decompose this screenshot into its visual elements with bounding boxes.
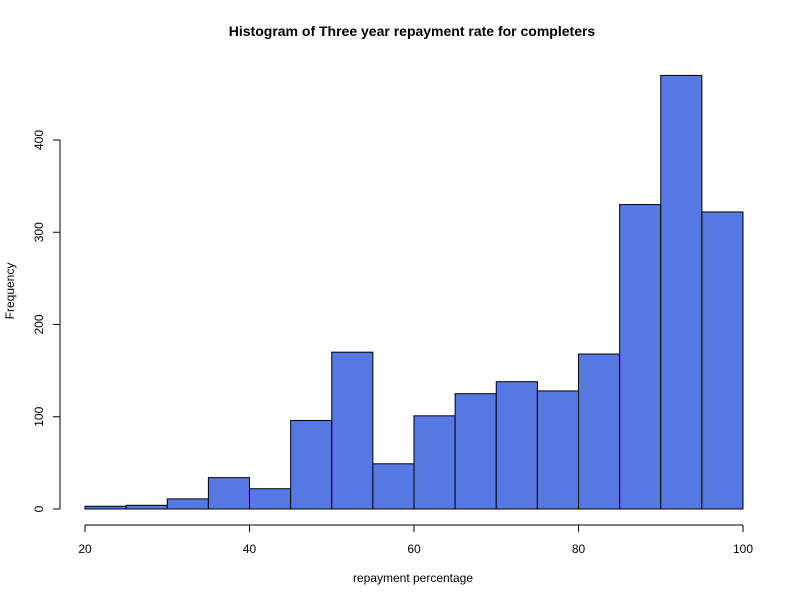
histogram-bar xyxy=(413,415,456,510)
x-tick-label: 100 xyxy=(733,542,753,556)
histogram-bar xyxy=(454,393,497,510)
histogram-bar xyxy=(125,504,168,510)
histogram-bar xyxy=(84,505,127,510)
histogram-bar xyxy=(372,463,415,510)
y-tick-label: 100 xyxy=(32,406,46,426)
histogram-bar xyxy=(536,390,579,510)
histogram-bar xyxy=(290,419,333,510)
x-axis-label: repayment percentage xyxy=(353,571,473,585)
y-tick-label: 200 xyxy=(32,314,46,334)
chart-title: Histogram of Three year repayment rate f… xyxy=(229,23,596,39)
histogram-bar xyxy=(249,488,292,510)
histogram-bar xyxy=(495,381,538,510)
y-axis-label: Frequency xyxy=(3,263,17,320)
x-tick-label: 20 xyxy=(78,542,92,556)
y-tick-label: 400 xyxy=(32,130,46,150)
histogram-bar xyxy=(619,204,662,510)
x-tick-label: 80 xyxy=(572,542,586,556)
x-tick-label: 40 xyxy=(243,542,257,556)
histogram-bar xyxy=(578,353,621,510)
histogram-bar xyxy=(207,477,250,510)
histogram-bar xyxy=(331,351,374,510)
x-axis: 20 40 60 80 100 xyxy=(78,524,753,556)
histogram-bar xyxy=(701,211,744,510)
y-tick-label: 300 xyxy=(32,222,46,242)
x-tick-label: 60 xyxy=(407,542,421,556)
y-tick-label: 0 xyxy=(32,505,46,512)
bars-group xyxy=(84,74,744,510)
histogram-bar xyxy=(166,498,209,510)
histogram-bar xyxy=(660,74,703,510)
y-axis: 0 100 200 300 400 xyxy=(32,130,61,512)
